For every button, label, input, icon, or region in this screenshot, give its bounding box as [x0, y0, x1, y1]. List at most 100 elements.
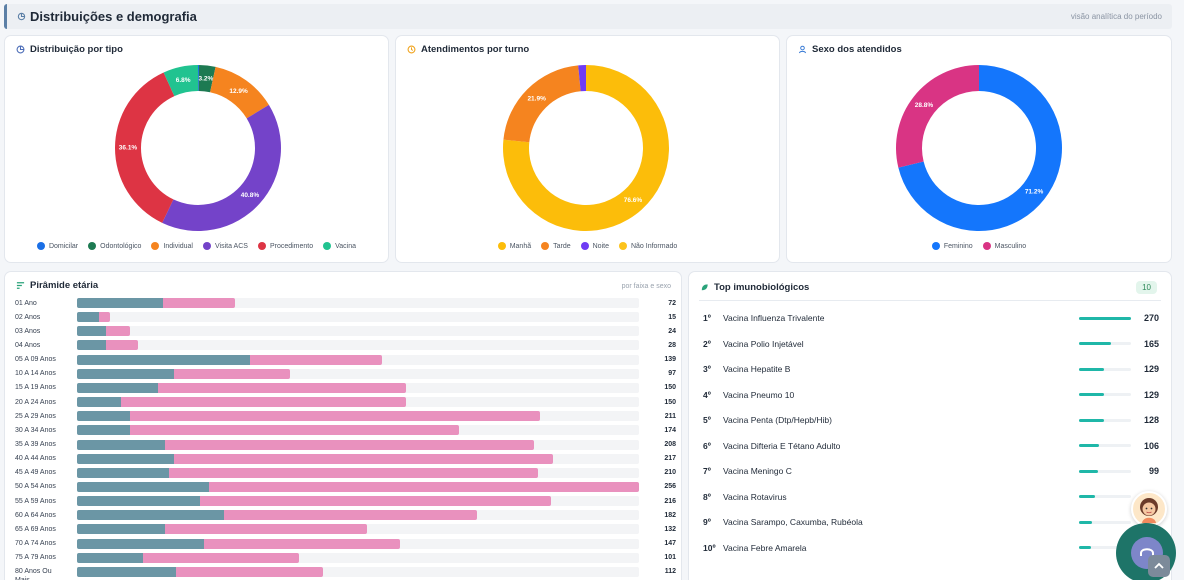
pyramid-row[interactable]: 20 A 24 Anos 150 — [15, 396, 676, 408]
legend-item[interactable]: Domicilar — [36, 242, 78, 250]
pyramid-row[interactable]: 03 Anos 24 — [15, 325, 676, 337]
pie-chart-icon — [17, 12, 26, 21]
legend-item[interactable]: Individual — [151, 242, 193, 250]
bar-female[interactable] — [173, 453, 554, 464]
assistant-avatar[interactable] — [1131, 491, 1167, 527]
bar-female[interactable] — [142, 552, 299, 563]
progress-track — [1079, 342, 1131, 345]
bar-male[interactable] — [77, 354, 251, 365]
donut-slice-masculino[interactable] — [896, 65, 979, 168]
donut-slice-visita-acs[interactable] — [162, 104, 281, 231]
imuno-row[interactable]: 5º Vacina Penta (Dtp/Hepb/Hib) 128 — [703, 413, 1163, 427]
donut-slice-domicilar[interactable] — [198, 65, 200, 92]
bar-male[interactable] — [77, 467, 170, 478]
bar-female[interactable] — [224, 510, 477, 521]
bar-female[interactable] — [164, 524, 367, 535]
legend-item[interactable]: Odontológico — [88, 242, 141, 250]
pyramid-row[interactable]: 01 Ano 72 — [15, 297, 676, 309]
pyramid-row[interactable]: 65 A 69 Anos 132 — [15, 523, 676, 535]
bar-female[interactable] — [162, 298, 236, 308]
legend-item[interactable]: Manhã — [497, 242, 531, 250]
bar-male[interactable] — [77, 510, 225, 521]
bar-male[interactable] — [77, 298, 163, 308]
bar-male[interactable] — [77, 552, 143, 563]
donut-slice-vacina[interactable] — [163, 65, 198, 97]
pyramid-row[interactable]: 70 A 74 Anos 147 — [15, 538, 676, 550]
bar-male[interactable] — [77, 340, 106, 351]
bar-female[interactable] — [98, 312, 110, 323]
donut-slice-individual[interactable] — [210, 66, 269, 119]
bar-female[interactable] — [129, 411, 541, 422]
legend-item[interactable]: Visita ACS — [202, 242, 248, 250]
pyramid-row[interactable]: 60 A 64 Anos 182 — [15, 509, 676, 521]
pyramid-row[interactable]: 50 A 54 Anos 256 — [15, 481, 676, 493]
pyramid-row[interactable]: 25 A 29 Anos 211 — [15, 410, 676, 422]
donut-slice-procedimento[interactable] — [115, 72, 175, 223]
imuno-row[interactable]: 4º Vacina Pneumo 10 129 — [703, 388, 1163, 402]
bar-male[interactable] — [77, 368, 174, 379]
imuno-row[interactable]: 3º Vacina Hepatite B 129 — [703, 362, 1163, 376]
bar-female[interactable] — [204, 538, 400, 549]
bar-male[interactable] — [77, 496, 200, 507]
scroll-top-button[interactable] — [1148, 555, 1170, 577]
pyramid-row[interactable]: 80 Anos Ou Mais 112 — [15, 566, 676, 580]
bar-female[interactable] — [250, 354, 383, 365]
slice-label: 40.8% — [241, 192, 260, 199]
pyramid-row[interactable]: 35 A 39 Anos 208 — [15, 439, 676, 451]
pyramid-row[interactable]: 75 A 79 Anos 101 — [15, 552, 676, 564]
bar-male[interactable] — [77, 326, 106, 337]
bar-male[interactable] — [77, 566, 176, 577]
legend-item[interactable]: Procedimento — [257, 242, 313, 250]
pyramid-row[interactable]: 45 A 49 Anos 210 — [15, 467, 676, 479]
legend-item[interactable]: Noite — [580, 242, 609, 250]
pyramid-row[interactable]: 02 Anos 15 — [15, 311, 676, 323]
legend-item[interactable]: Tarde — [541, 242, 571, 250]
bar-male[interactable] — [77, 411, 130, 422]
legend-item[interactable]: Masculino — [982, 242, 1026, 250]
bar-female[interactable] — [129, 425, 459, 436]
bar-female[interactable] — [175, 566, 323, 577]
bar-male[interactable] — [77, 524, 165, 535]
bar-male[interactable] — [77, 397, 121, 408]
bar-female[interactable] — [105, 340, 139, 351]
bar-male[interactable] — [77, 538, 205, 549]
pyramid-track — [77, 453, 639, 464]
bar-female[interactable] — [105, 326, 130, 337]
pyramid-row[interactable]: 40 A 44 Anos 217 — [15, 453, 676, 465]
pyramid-row[interactable]: 55 A 59 Anos 216 — [15, 495, 676, 507]
pyramid-row[interactable]: 05 A 09 Anos 139 — [15, 354, 676, 366]
donut-slice-feminino[interactable] — [898, 65, 1062, 231]
pyramid-row[interactable]: 30 A 34 Anos 174 — [15, 424, 676, 436]
legend-item[interactable]: Feminino — [931, 242, 973, 250]
donut-slice-tarde[interactable] — [503, 65, 581, 143]
imuno-row[interactable]: 7º Vacina Meningo C 99 — [703, 464, 1163, 478]
imuno-row[interactable]: 2º Vacina Polio Injetável 165 — [703, 337, 1163, 351]
donut-slice-odontológico[interactable] — [198, 65, 216, 93]
legend-item[interactable]: Vacina — [323, 242, 356, 250]
bar-female[interactable] — [199, 496, 552, 507]
legend-item[interactable]: Não Informado — [618, 242, 677, 250]
pyramid-row[interactable]: 10 A 14 Anos 97 — [15, 368, 676, 380]
imuno-row[interactable]: 6º Vacina Difteria E Tétano Adulto 106 — [703, 439, 1163, 453]
pyramid-row[interactable]: 04 Anos 28 — [15, 339, 676, 351]
bar-male[interactable] — [77, 453, 174, 464]
pyramid-track — [77, 340, 639, 351]
donut-slice-manhã[interactable] — [503, 65, 669, 232]
bar-male[interactable] — [77, 439, 165, 450]
bar-male[interactable] — [77, 382, 159, 393]
bar-female[interactable] — [173, 368, 290, 379]
donut-slice-noite[interactable] — [578, 65, 586, 92]
bar-male[interactable] — [77, 481, 209, 492]
imuno-row[interactable]: 1º Vacina Influenza Trivalente 270 — [703, 311, 1163, 325]
bar-female[interactable] — [158, 382, 407, 393]
bar-male[interactable] — [77, 312, 99, 323]
bar-female[interactable] — [120, 397, 407, 408]
pyramid-row[interactable]: 15 A 19 Anos 150 — [15, 382, 676, 394]
bar-male[interactable] — [77, 425, 130, 436]
bar-female[interactable] — [169, 467, 539, 478]
bar-female[interactable] — [164, 439, 534, 450]
bar-female[interactable] — [208, 481, 639, 492]
